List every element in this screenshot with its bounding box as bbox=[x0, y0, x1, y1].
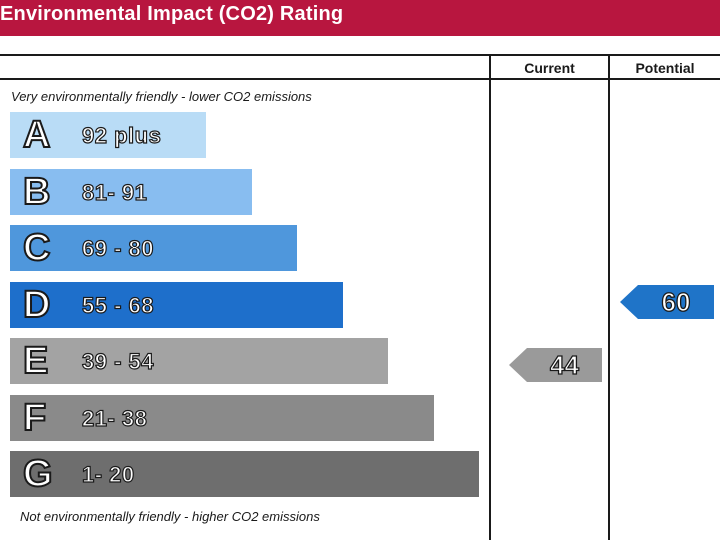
note-bottom: Not environmentally friendly - higher CO… bbox=[20, 509, 320, 524]
band-letter: D bbox=[22, 283, 51, 327]
frame-divider-2 bbox=[608, 54, 610, 540]
band-letter: C bbox=[22, 226, 51, 270]
band-b: B 81- 91 bbox=[10, 169, 252, 215]
band-f: F 21- 38 bbox=[10, 395, 434, 441]
potential-rating-value: 60 bbox=[661, 286, 691, 317]
band-letter: E bbox=[22, 339, 49, 383]
band-range-label: 39 - 54 bbox=[81, 348, 154, 374]
band-range-label: 69 - 80 bbox=[81, 235, 154, 261]
band-letter: F bbox=[22, 396, 47, 440]
potential-arrow-shape bbox=[620, 285, 714, 319]
band-c: C 69 - 80 bbox=[10, 225, 297, 271]
column-header-potential: Potential bbox=[635, 60, 695, 76]
frame-header-bottom bbox=[0, 78, 720, 80]
band-g: G 1- 20 bbox=[10, 451, 479, 497]
current-arrow-shape bbox=[509, 348, 602, 382]
band-e: E 39 - 54 bbox=[10, 338, 388, 384]
title-bar: Environmental Impact (CO2) Rating bbox=[0, 0, 720, 36]
note-top: Very environmentally friendly - lower CO… bbox=[11, 89, 312, 104]
frame-top bbox=[0, 54, 720, 56]
band-a: A 92 plus bbox=[10, 112, 206, 158]
band-letter: B bbox=[22, 170, 51, 214]
frame-divider-1 bbox=[489, 54, 491, 540]
band-d: D 55 - 68 bbox=[10, 282, 343, 328]
band-range-label: 21- 38 bbox=[81, 405, 148, 431]
current-rating-arrow: 44 bbox=[509, 348, 602, 382]
current-rating-value: 44 bbox=[549, 349, 579, 380]
band-letter: A bbox=[22, 113, 51, 157]
band-range-label: 81- 91 bbox=[81, 179, 148, 205]
band-range-label: 1- 20 bbox=[81, 461, 135, 487]
page-title: Environmental Impact (CO2) Rating bbox=[0, 3, 344, 25]
column-header-current: Current bbox=[524, 60, 575, 76]
band-range-label: 92 plus bbox=[81, 122, 162, 148]
potential-rating-arrow: 60 bbox=[620, 285, 714, 319]
band-letter: G bbox=[22, 452, 54, 496]
band-range-label: 55 - 68 bbox=[81, 292, 154, 318]
